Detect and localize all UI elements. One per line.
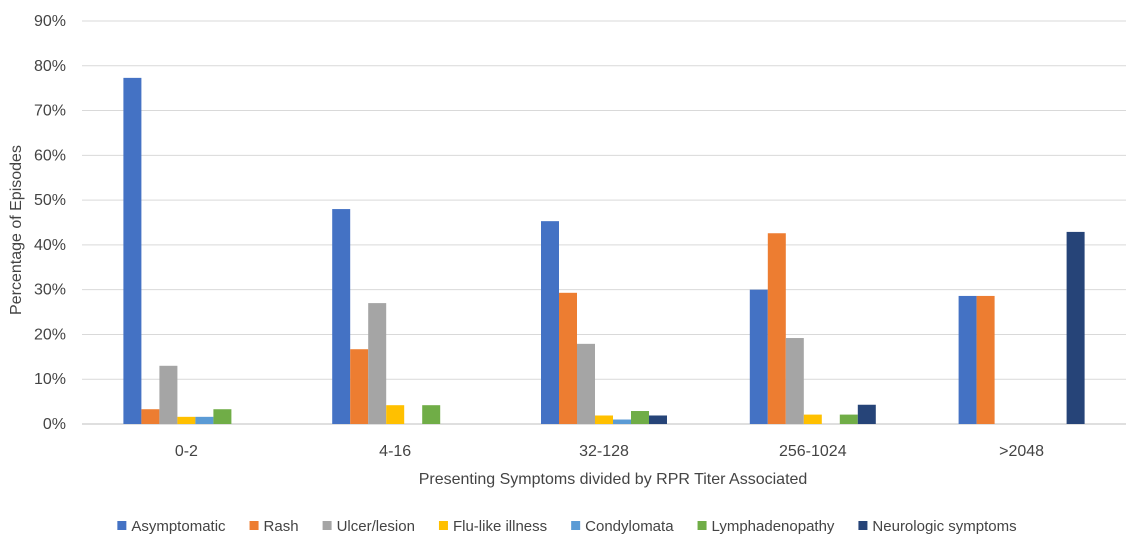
x-tick-label: 0-2 — [175, 443, 198, 460]
bar-neurologic-symptoms — [649, 415, 667, 424]
bar-condylomata — [613, 419, 631, 424]
legend-label: Ulcer/lesion — [337, 518, 415, 535]
legend-item-flu-like-illness: Flu-like illness — [438, 518, 547, 535]
y-tick-label: 50% — [34, 192, 66, 209]
y-tick-label: 90% — [34, 13, 66, 30]
bar-rash — [976, 295, 995, 424]
bar-lymphadenopathy — [213, 409, 232, 424]
y-tick-label: 60% — [34, 147, 66, 164]
y-tick-label: 0% — [43, 416, 66, 433]
bar-ulcer-lesion — [159, 365, 178, 424]
bar-flu-like-illness — [803, 414, 822, 424]
y-axis-tick-labels: 0% 10% 20% 30% 40% 50% 60% 70% 80% 90% — [34, 13, 66, 433]
legend-label: Neurologic symptoms — [872, 518, 1016, 535]
y-tick-label: 30% — [34, 282, 66, 299]
legend-swatch — [249, 521, 259, 530]
legend-swatch — [571, 521, 581, 530]
bar-lymphadenopathy — [839, 414, 858, 424]
x-tick-label: 32-128 — [579, 443, 629, 460]
bar-rash — [767, 233, 786, 424]
bar-asymptomatic — [332, 209, 351, 424]
bar-asymptomatic — [749, 289, 768, 424]
y-axis-title: Percentage of Episodes — [8, 145, 25, 315]
bars — [123, 77, 1085, 425]
x-axis-tick-labels: 0-2 4-16 32-128 256-1024 >2048 — [175, 443, 1044, 460]
y-tick-label: 40% — [34, 237, 66, 254]
bar-lymphadenopathy — [422, 405, 441, 424]
legend-label: Rash — [264, 518, 299, 535]
legend: Asymptomatic Rash Ulcer/lesion Flu-like ill… — [117, 518, 1017, 535]
legend-item-neurologic-symptoms: Neurologic symptoms — [858, 518, 1017, 535]
bar-lymphadenopathy — [631, 411, 649, 424]
bar-rash — [559, 292, 577, 424]
bar-neurologic-symptoms — [857, 404, 876, 424]
legend-swatch — [858, 521, 868, 530]
bar-asymptomatic — [123, 77, 142, 425]
legend-item-ulcer-lesion: Ulcer/lesion — [322, 518, 415, 535]
legend-label: Asymptomatic — [131, 518, 226, 535]
y-tick-label: 20% — [34, 326, 66, 343]
bar-condylomata — [195, 416, 214, 424]
y-tick-label: 70% — [34, 103, 66, 120]
legend-swatch — [697, 521, 707, 530]
legend-swatch — [438, 521, 448, 530]
x-tick-label: >2048 — [999, 443, 1044, 460]
bar-asymptomatic — [958, 295, 977, 424]
gridlines — [82, 20, 1126, 425]
y-tick-label: 80% — [34, 58, 66, 75]
legend-item-lymphadenopathy: Lymphadenopathy — [697, 518, 835, 535]
bar-ulcer-lesion — [785, 338, 804, 424]
bar-ulcer-lesion — [577, 343, 595, 424]
legend-item-condylomata: Condylomata — [571, 518, 674, 535]
bar-neurologic-symptoms — [1066, 231, 1085, 424]
x-tick-label: 4-16 — [379, 443, 411, 460]
legend-label: Condylomata — [585, 518, 674, 535]
y-tick-label: 10% — [34, 371, 66, 388]
bar-flu-like-illness — [595, 415, 613, 424]
legend-label: Lymphadenopathy — [712, 518, 835, 535]
legend-swatch — [322, 521, 332, 530]
bar-flu-like-illness — [386, 405, 405, 424]
x-tick-label: 256-1024 — [779, 443, 847, 460]
bar-ulcer-lesion — [368, 303, 387, 424]
bar-flu-like-illness — [177, 416, 196, 424]
legend-swatch — [117, 521, 127, 530]
bar-asymptomatic — [541, 221, 559, 424]
legend-label: Flu-like illness — [453, 518, 547, 535]
bar-rash — [350, 349, 369, 424]
legend-item-asymptomatic: Asymptomatic — [117, 518, 226, 535]
bar-rash — [141, 409, 160, 424]
legend-item-rash: Rash — [249, 518, 299, 535]
x-axis-title: Presenting Symptoms divided by RPR Titer… — [419, 471, 808, 488]
